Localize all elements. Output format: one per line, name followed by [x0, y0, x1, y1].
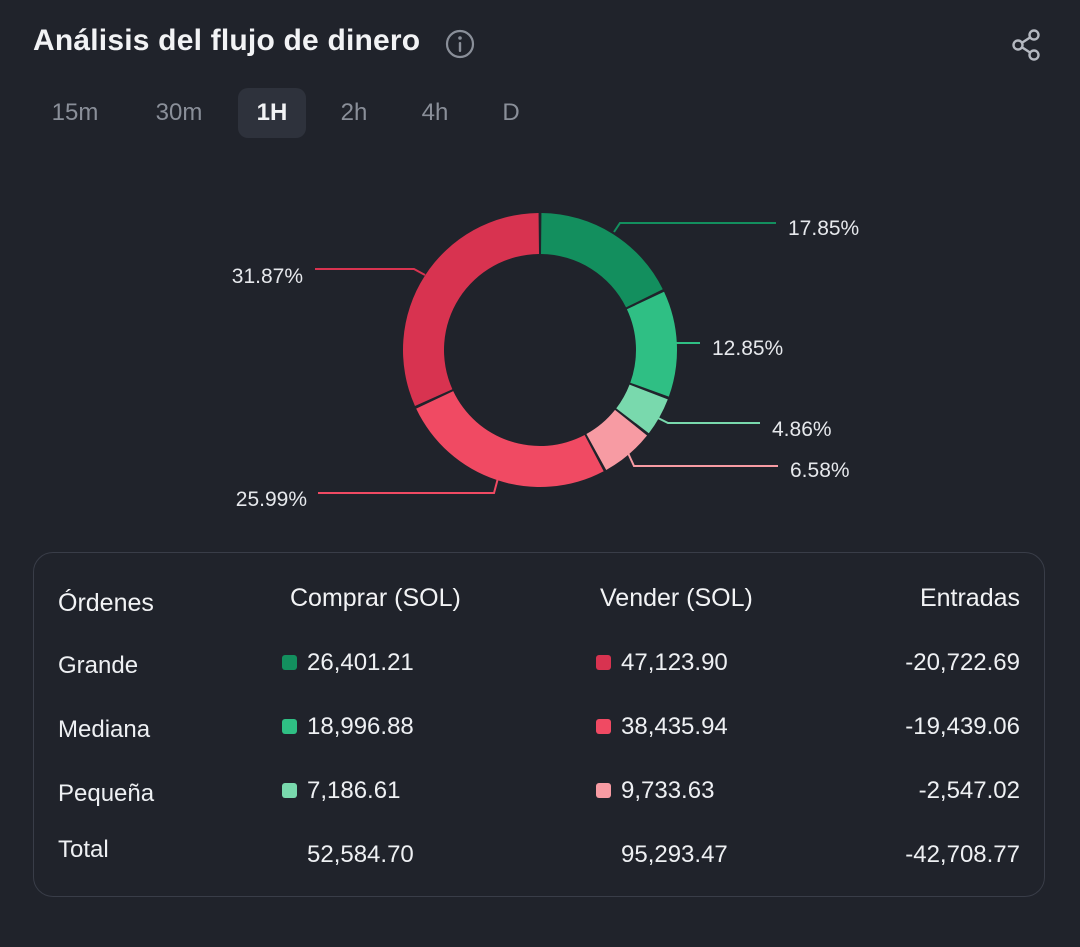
- leader-line: [657, 417, 760, 424]
- buy-medium-swatch: [282, 719, 297, 734]
- donut-slice[interactable]: [541, 213, 663, 308]
- column-header-net: Entradas: [919, 584, 1020, 612]
- net-small-value: -2,547.02: [918, 777, 1020, 804]
- donut-slice[interactable]: [586, 409, 648, 470]
- slice-percent-label: 4.86%: [772, 418, 832, 441]
- buy-medium-value: 18,996.88: [307, 713, 414, 740]
- buy-large-value: 26,401.21: [307, 649, 414, 676]
- column-header-sell: Vender (SOL): [600, 584, 753, 612]
- slice-percent-label: 25.99%: [236, 488, 307, 511]
- tab-30m[interactable]: 30m: [155, 99, 203, 126]
- donut-slice[interactable]: [403, 213, 539, 407]
- row-name-total: Total: [58, 836, 109, 863]
- tab-d[interactable]: D: [502, 99, 520, 126]
- leader-line: [318, 477, 499, 494]
- sell-large-value: 47,123.90: [621, 649, 728, 676]
- share-icon[interactable]: [1010, 28, 1044, 62]
- leader-line: [627, 452, 778, 467]
- tab-2h[interactable]: 2h: [340, 99, 368, 126]
- buy-large-swatch: [282, 655, 297, 670]
- tab-4h[interactable]: 4h: [421, 99, 449, 126]
- sell-small-swatch: [596, 783, 611, 798]
- donut-slice[interactable]: [626, 291, 677, 397]
- row-name-large: Grande: [58, 652, 139, 679]
- net-total-value: -42,708.77: [905, 841, 1020, 868]
- buy-small-swatch: [282, 783, 297, 798]
- sell-large-swatch: [596, 655, 611, 670]
- donut-slice[interactable]: [616, 384, 668, 434]
- row-name-medium: Mediana: [58, 716, 151, 743]
- slice-percent-label: 17.85%: [788, 217, 859, 240]
- tab-1h[interactable]: 1H: [238, 88, 306, 138]
- page-title: Análisis del flujo de dinero: [33, 24, 421, 57]
- sell-small-value: 9,733.63: [621, 777, 715, 804]
- slice-percent-label: 12.85%: [712, 337, 783, 360]
- leader-line: [613, 222, 776, 233]
- sell-total-value: 95,293.47: [621, 841, 728, 868]
- tab-15m[interactable]: 15m: [51, 99, 99, 126]
- sell-medium-value: 38,435.94: [621, 713, 728, 740]
- slice-percent-label: 31.87%: [232, 265, 303, 288]
- column-header-buy: Comprar (SOL): [290, 584, 461, 612]
- slice-percent-label: 6.58%: [790, 459, 850, 482]
- donut-slice[interactable]: [416, 391, 604, 487]
- row-name-small: Pequeña: [58, 780, 155, 807]
- leader-line: [315, 268, 426, 276]
- info-icon[interactable]: [444, 28, 476, 60]
- buy-small-value: 7,186.61: [307, 777, 401, 804]
- buy-total-value: 52,584.70: [307, 841, 414, 868]
- net-medium-value: -19,439.06: [905, 713, 1020, 740]
- net-large-value: -20,722.69: [905, 649, 1020, 676]
- money-flow-donut-chart: 17.85% 12.85% 4.86% 6.58% 25.99% 31.87%: [232, 213, 859, 511]
- sell-medium-swatch: [596, 719, 611, 734]
- column-header-orders: Órdenes: [58, 589, 154, 617]
- orders-table: Órdenes Comprar (SOL) Vender (SOL) Entra…: [33, 552, 1045, 897]
- header: Análisis del flujo de dinero: [33, 22, 1044, 68]
